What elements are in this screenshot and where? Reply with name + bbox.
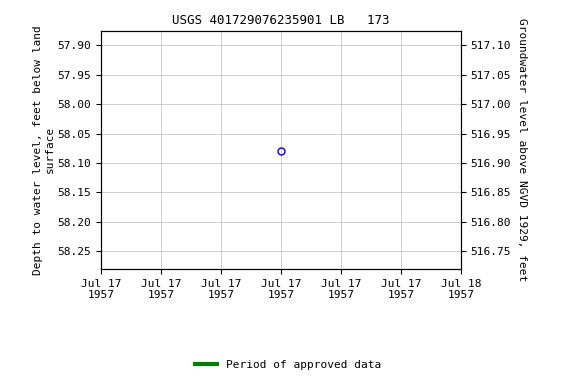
Y-axis label: Groundwater level above NGVD 1929, feet: Groundwater level above NGVD 1929, feet <box>517 18 526 281</box>
Legend: Period of approved data: Period of approved data <box>191 356 385 375</box>
Title: USGS 401729076235901 LB   173: USGS 401729076235901 LB 173 <box>172 14 389 27</box>
Y-axis label: Depth to water level, feet below land
surface: Depth to water level, feet below land su… <box>33 25 55 275</box>
